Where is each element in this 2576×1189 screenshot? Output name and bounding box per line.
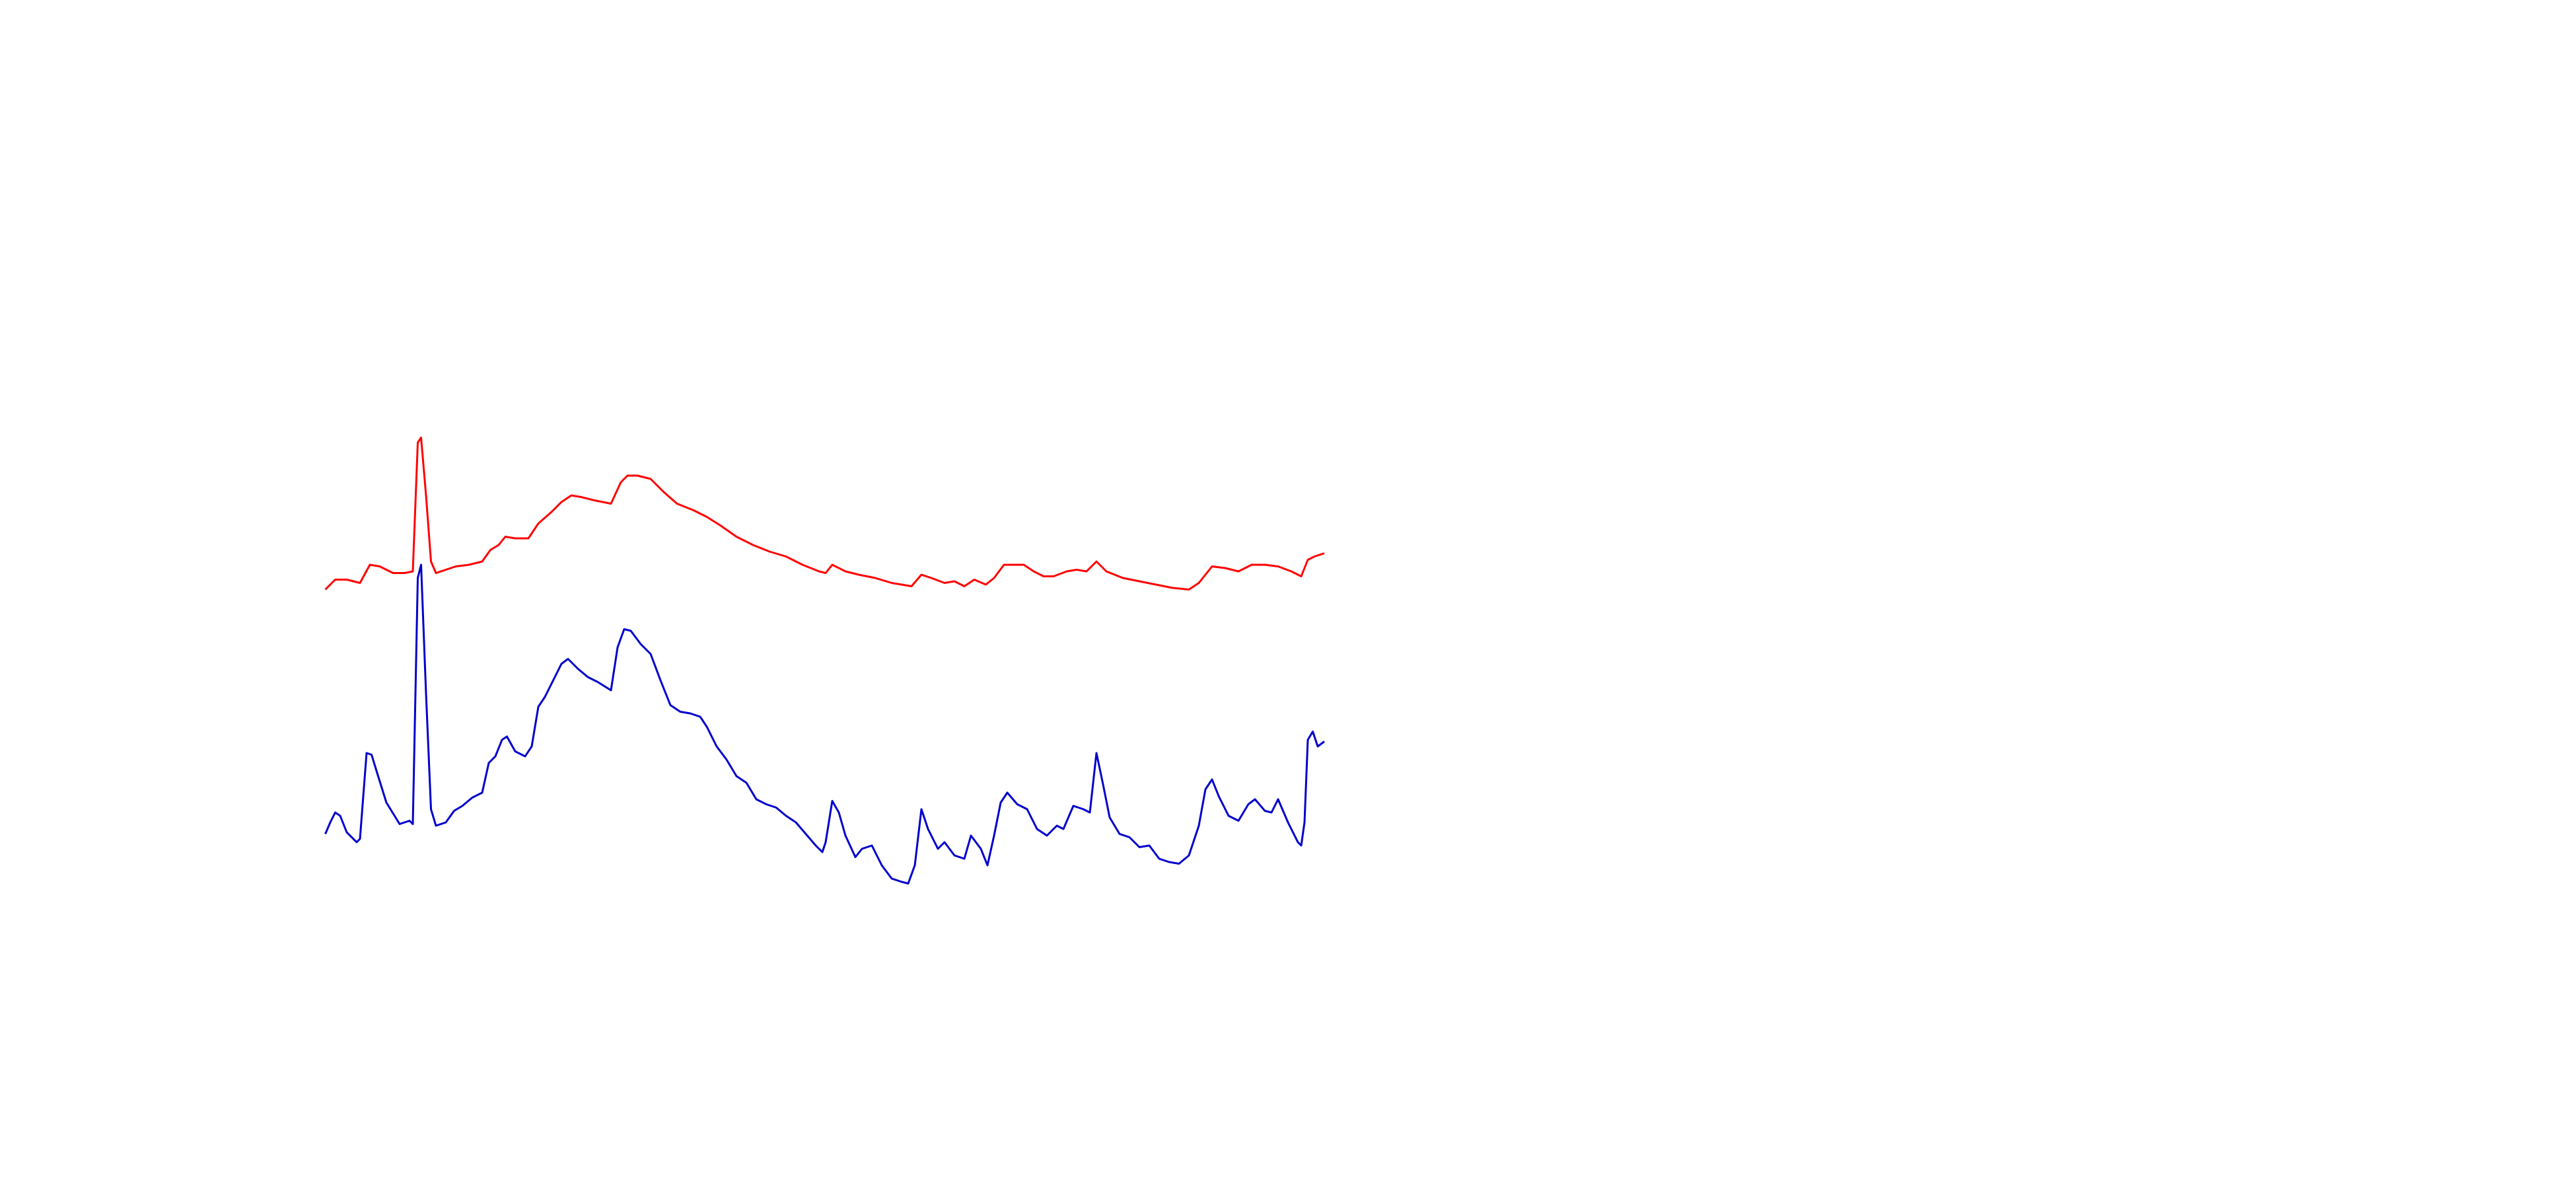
line-series xyxy=(324,437,1325,591)
line-series xyxy=(324,563,1325,884)
